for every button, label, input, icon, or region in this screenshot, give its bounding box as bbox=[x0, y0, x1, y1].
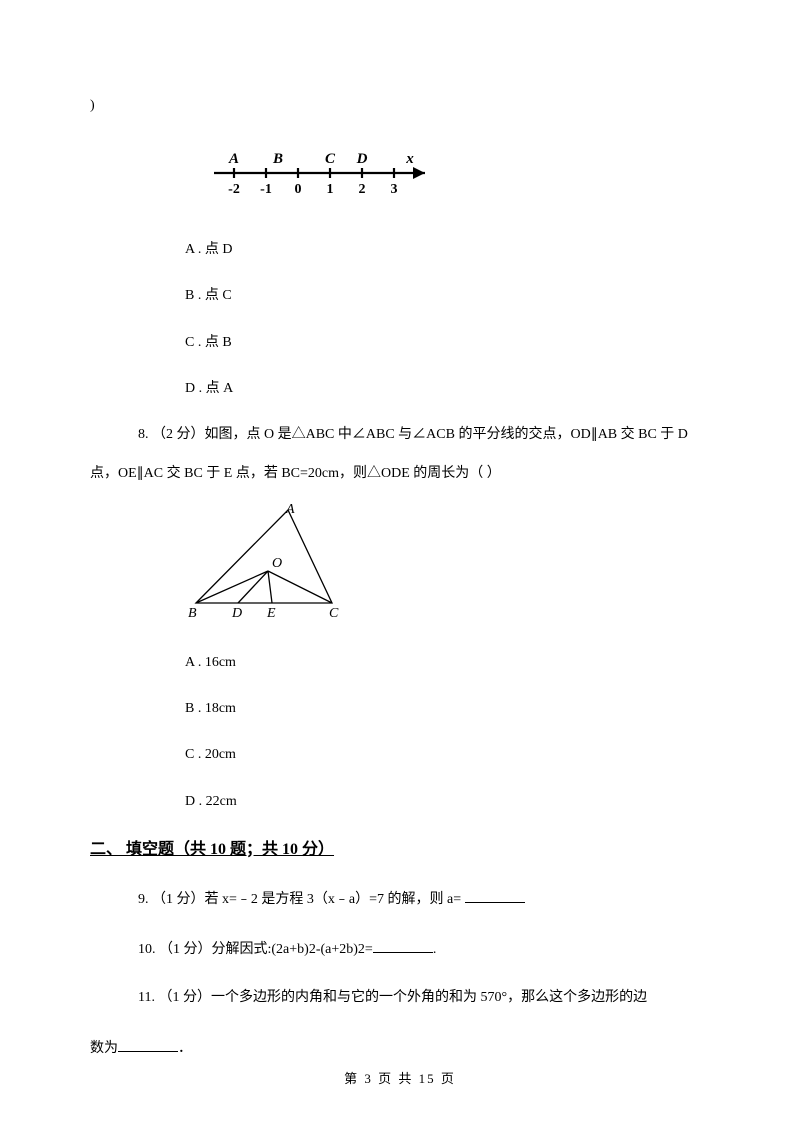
q9-blank bbox=[465, 887, 525, 903]
q8-option-d: D . 22cm bbox=[90, 791, 710, 813]
nl-label-b: B bbox=[272, 151, 283, 167]
nl-label-c: C bbox=[325, 151, 336, 167]
q10-blank bbox=[373, 937, 433, 953]
q8-option-a: A . 16cm bbox=[90, 652, 710, 674]
page-footer: 第 3 页 共 15 页 bbox=[0, 1069, 800, 1090]
q7-option-b: B . 点 C bbox=[90, 285, 710, 307]
nl-tick-m1: -1 bbox=[260, 182, 272, 197]
q8-line1: 8. （2 分）如图，点 O 是△ABC 中∠ABC 与∠ACB 的平分线的交点… bbox=[90, 424, 710, 446]
q10-period: . bbox=[433, 942, 437, 957]
tri-c: C bbox=[329, 606, 339, 621]
q9-body: 9. （1 分）若 x=﹣2 是方程 3（x﹣a）=7 的解，则 a= bbox=[138, 892, 465, 907]
tri-d: D bbox=[231, 606, 242, 621]
nl-label-d: D bbox=[356, 151, 368, 167]
q11-period: ． bbox=[178, 1041, 192, 1056]
tri-a: A bbox=[285, 503, 295, 517]
nl-tick-3: 3 bbox=[391, 182, 398, 197]
q10-body: 10. （1 分）分解因式:(2a+b)2-(a+2b)2= bbox=[138, 942, 373, 957]
q10-text: 10. （1 分）分解因式:(2a+b)2-(a+2b)2=. bbox=[90, 937, 710, 961]
tri-e: E bbox=[266, 606, 276, 621]
nl-tick-m2: -2 bbox=[228, 182, 240, 197]
q11-body2: 数为 bbox=[90, 1041, 118, 1056]
triangle-figure: A B C D E O bbox=[182, 503, 710, 629]
q11-line2: 数为 ． bbox=[90, 1036, 710, 1060]
q8-option-c: C . 20cm bbox=[90, 744, 710, 766]
tri-o: O bbox=[272, 556, 282, 571]
nl-tick-1: 1 bbox=[327, 182, 334, 197]
nl-label-x: x bbox=[405, 151, 414, 167]
q8-line2: 点，OE∥AC 交 BC 于 E 点，若 BC=20cm，则△ODE 的周长为（… bbox=[90, 463, 710, 485]
q7-option-a: A . 点 D bbox=[90, 239, 710, 261]
q8-option-b: B . 18cm bbox=[90, 698, 710, 720]
q7-option-d: D . 点 A bbox=[90, 378, 710, 400]
trailing-paren: ) bbox=[90, 95, 710, 117]
q7-option-c: C . 点 B bbox=[90, 332, 710, 354]
nl-label-a: A bbox=[228, 151, 239, 167]
q11-line1: 11. （1 分）一个多边形的内角和与它的一个外角的和为 570°，那么这个多边… bbox=[90, 987, 710, 1009]
section-2-title: 二、 填空题（共 10 题；共 10 分） bbox=[90, 837, 710, 863]
tri-b: B bbox=[188, 606, 197, 621]
number-line-figure: A B C D x -2 -1 0 1 2 3 bbox=[210, 145, 710, 208]
nl-tick-0: 0 bbox=[295, 182, 302, 197]
q11-blank bbox=[118, 1036, 178, 1052]
q9-text: 9. （1 分）若 x=﹣2 是方程 3（x﹣a）=7 的解，则 a= bbox=[90, 887, 710, 911]
nl-tick-2: 2 bbox=[359, 182, 366, 197]
